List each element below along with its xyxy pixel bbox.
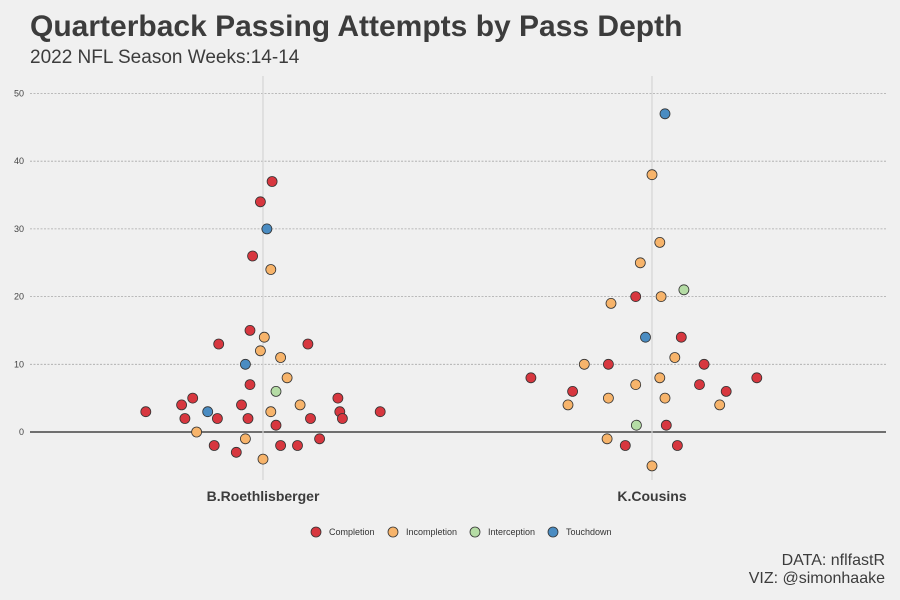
category-gridlines — [262, 76, 653, 480]
data-point-completion — [275, 440, 287, 451]
data-point-completion — [630, 291, 642, 303]
data-point-completion — [675, 331, 687, 343]
data-point-incompletion — [254, 345, 266, 357]
data-point-completion — [270, 419, 282, 431]
data-point-completion — [567, 385, 578, 397]
data-point-incompletion — [257, 453, 269, 465]
data-point-incompletion — [578, 358, 590, 370]
data-point-completion — [619, 440, 631, 451]
data-point-completion — [292, 440, 303, 451]
data-point-completion — [751, 372, 763, 384]
caption-viz-credit: VIZ: @simonhaake — [749, 570, 885, 587]
data-point-incompletion — [294, 399, 306, 411]
y-gridlines — [30, 93, 886, 433]
data-point-incompletion — [258, 331, 270, 343]
data-point-incompletion — [669, 352, 681, 363]
data-point-completion — [244, 324, 256, 336]
data-point-completion — [213, 338, 225, 350]
data-point-completion — [211, 413, 223, 424]
data-point-incompletion — [603, 392, 614, 404]
y-tick-label: 40 — [14, 156, 24, 166]
data-point-incompletion — [634, 257, 646, 269]
data-point-completion — [332, 392, 344, 404]
data-point-completion — [698, 358, 710, 370]
data-point-completion — [302, 338, 314, 350]
data-point-touchdown — [261, 223, 273, 235]
data-point-incompletion — [265, 264, 277, 275]
y-tick-label: 50 — [14, 89, 24, 99]
data-point-completion — [187, 392, 199, 404]
data-points — [140, 108, 763, 472]
legend-label-completion: Completion — [329, 527, 375, 537]
data-point-completion — [525, 372, 537, 384]
data-point-completion — [694, 379, 705, 391]
legend: Completion Incompletion Interception Touchd… — [310, 526, 612, 538]
data-point-completion — [336, 413, 348, 424]
y-tick-label: 0 — [19, 427, 24, 437]
data-point-completion — [314, 433, 326, 445]
y-tick-label: 20 — [14, 292, 24, 302]
legend-label-interception: Interception — [488, 527, 535, 537]
data-point-incompletion — [630, 379, 642, 391]
legend-marker-completion — [310, 526, 322, 538]
chart-title: Quarterback Passing Attempts by Pass Dep… — [30, 10, 682, 43]
y-tick-label: 30 — [14, 224, 24, 234]
y-axis-ticks: 0 10 20 30 40 50 — [14, 89, 24, 438]
data-point-incompletion — [562, 399, 574, 411]
data-point-completion — [254, 196, 266, 208]
data-point-completion — [230, 446, 242, 458]
data-point-completion — [208, 440, 220, 451]
data-point-completion — [305, 413, 316, 424]
data-point-incompletion — [646, 169, 658, 181]
data-point-interception — [631, 419, 642, 431]
data-point-incompletion — [655, 291, 667, 303]
x-category-label: B.Roethlisberger — [207, 488, 320, 504]
data-point-incompletion — [239, 433, 251, 445]
x-axis-categories: B.Roethlisberger K.Cousins — [207, 488, 687, 504]
data-point-touchdown — [640, 331, 651, 343]
data-point-incompletion — [605, 297, 617, 309]
data-point-completion — [244, 379, 256, 391]
x-category-label: K.Cousins — [617, 488, 686, 504]
data-point-completion — [720, 385, 732, 397]
data-point-completion — [660, 419, 672, 431]
data-point-completion — [236, 399, 247, 411]
data-point-incompletion — [191, 426, 203, 438]
data-point-incompletion — [601, 433, 613, 445]
legend-label-incompletion: Incompletion — [406, 527, 457, 537]
data-point-completion — [247, 250, 259, 262]
data-point-incompletion — [275, 352, 287, 363]
data-point-touchdown — [202, 406, 214, 418]
legend-marker-touchdown — [547, 526, 559, 538]
data-point-interception — [270, 385, 282, 397]
data-point-incompletion — [659, 392, 671, 404]
legend-marker-interception — [469, 526, 481, 538]
data-point-completion — [179, 413, 191, 424]
data-point-touchdown — [659, 108, 671, 120]
data-point-completion — [603, 358, 614, 370]
chart-subtitle: 2022 NFL Season Weeks:14-14 — [30, 47, 300, 68]
y-tick-label: 10 — [14, 359, 24, 369]
data-point-incompletion — [654, 372, 666, 384]
legend-marker-incompletion — [387, 526, 399, 538]
data-point-completion — [140, 406, 152, 418]
data-point-touchdown — [239, 358, 251, 370]
data-point-incompletion — [714, 399, 726, 411]
data-point-incompletion — [281, 372, 293, 384]
data-point-completion — [266, 176, 278, 187]
legend-label-touchdown: Touchdown — [566, 527, 612, 537]
data-point-completion — [176, 399, 188, 411]
data-point-incompletion — [654, 236, 666, 248]
caption-data-source: DATA: nflfastR — [782, 552, 885, 569]
data-point-completion — [374, 406, 386, 418]
data-point-interception — [678, 284, 690, 296]
data-point-completion — [242, 413, 254, 424]
data-point-completion — [672, 440, 683, 451]
data-point-incompletion — [646, 460, 658, 472]
data-point-incompletion — [265, 406, 277, 418]
